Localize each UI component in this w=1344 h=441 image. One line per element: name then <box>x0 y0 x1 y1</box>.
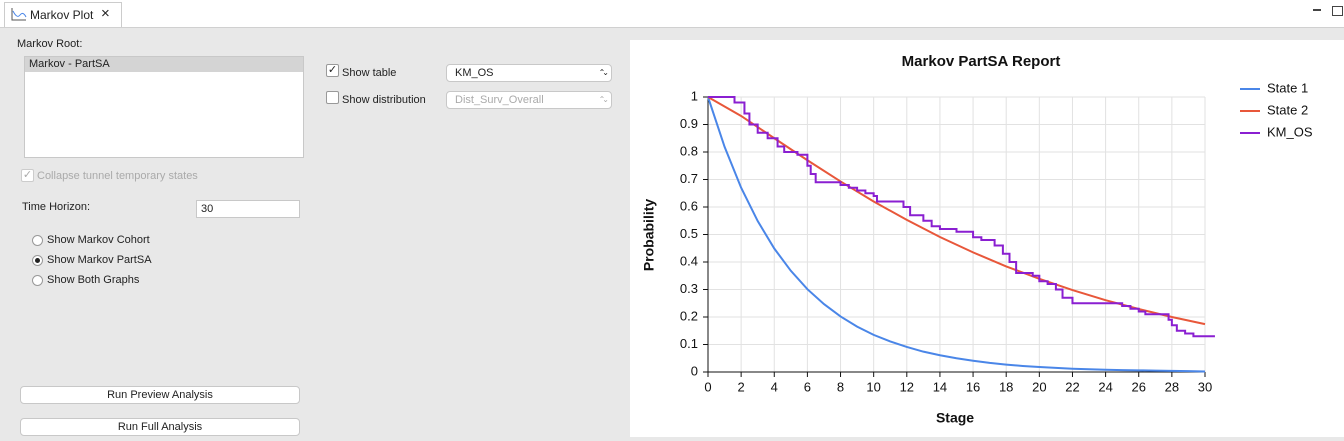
x-tick-label: 18 <box>999 379 1013 394</box>
y-tick-label: 0.9 <box>680 116 698 131</box>
tab-icon <box>11 8 27 21</box>
radio-label: Show Markov Cohort <box>47 234 150 246</box>
tab[interactable]: Markov Plot × <box>4 2 122 27</box>
collapse-label: Collapse tunnel temporary states <box>37 170 198 182</box>
minimize[interactable] <box>1313 9 1321 11</box>
table-select[interactable]: KM_OS <box>446 64 612 82</box>
button[interactable]: Run Preview Analysis <box>20 386 300 404</box>
chart-panel: Markov PartSA Report Stage Probability 0… <box>630 40 1344 437</box>
y-tick-label: 0.1 <box>680 336 698 351</box>
y-tick-label: 0 <box>691 363 698 378</box>
y-tick-label: 0.3 <box>680 281 698 296</box>
series-line <box>708 96 1215 338</box>
y-axis-label: Probability <box>641 199 657 272</box>
radio[interactable] <box>32 275 43 286</box>
x-tick-label: 10 <box>866 379 880 394</box>
y-tick-label: 0.6 <box>680 198 698 213</box>
collapse-checkbox[interactable]: ✓ <box>21 169 34 182</box>
table-checkbox[interactable]: ✓ <box>326 64 339 77</box>
x-tick-label: 0 <box>704 379 711 394</box>
root-item[interactable]: Markov - PartSA <box>25 57 303 72</box>
x-tick-label: 8 <box>837 379 844 394</box>
series-line <box>707 96 1206 326</box>
root-list: Markov - PartSA <box>24 56 304 158</box>
x-tick-label: 20 <box>1032 379 1046 394</box>
distribution-label: Show distribution <box>342 94 426 106</box>
x-tick-label: 12 <box>900 379 914 394</box>
legend-label: State 1 <box>1267 80 1308 95</box>
tab-title: Markov Plot <box>30 8 94 22</box>
tab-close[interactable]: × <box>101 5 110 22</box>
distribution-select: Dist_Surv_Overall <box>446 91 612 109</box>
x-axis-label: Stage <box>936 410 974 426</box>
horizon-label: Time Horizon: <box>22 201 91 213</box>
chart: Markov PartSA Report Stage Probability 0… <box>641 53 1313 426</box>
x-tick-label: 28 <box>1165 379 1179 394</box>
x-tick-label: 4 <box>771 379 778 394</box>
series-line <box>707 96 1206 373</box>
table-label: Show table <box>342 67 397 79</box>
maximize[interactable] <box>1332 6 1343 16</box>
x-tick-label: 24 <box>1098 379 1112 394</box>
y-tick-label: 0.7 <box>680 171 698 186</box>
y-tick-label: 1 <box>691 88 698 103</box>
y-tick-label: 0.8 <box>680 143 698 158</box>
x-tick-label: 22 <box>1065 379 1079 394</box>
x-tick-label: 26 <box>1131 379 1145 394</box>
radio[interactable] <box>32 235 43 246</box>
radio-label: Show Both Graphs <box>47 274 140 286</box>
x-tick-label: 6 <box>804 379 811 394</box>
legend-label: KM_OS <box>1267 124 1313 139</box>
x-tick-label: 14 <box>933 379 947 394</box>
y-tick-label: 0.2 <box>680 308 698 323</box>
x-tick-label: 2 <box>738 379 745 394</box>
y-tick-label: 0.5 <box>680 226 698 241</box>
root-label: Markov Root: <box>17 38 83 50</box>
radio-label: Show Markov PartSA <box>47 254 152 266</box>
chart-title: Markov PartSA Report <box>902 53 1061 70</box>
radio[interactable] <box>32 255 43 266</box>
y-tick-label: 0.4 <box>680 253 698 268</box>
horizon-input[interactable]: 30 <box>196 200 300 218</box>
button[interactable]: Run Full Analysis <box>20 418 300 436</box>
legend-label: State 2 <box>1267 102 1308 117</box>
x-tick-label: 16 <box>966 379 980 394</box>
tab-bar: Markov Plot × <box>0 0 1344 28</box>
distribution-checkbox[interactable] <box>326 91 339 104</box>
x-tick-label: 30 <box>1198 379 1212 394</box>
